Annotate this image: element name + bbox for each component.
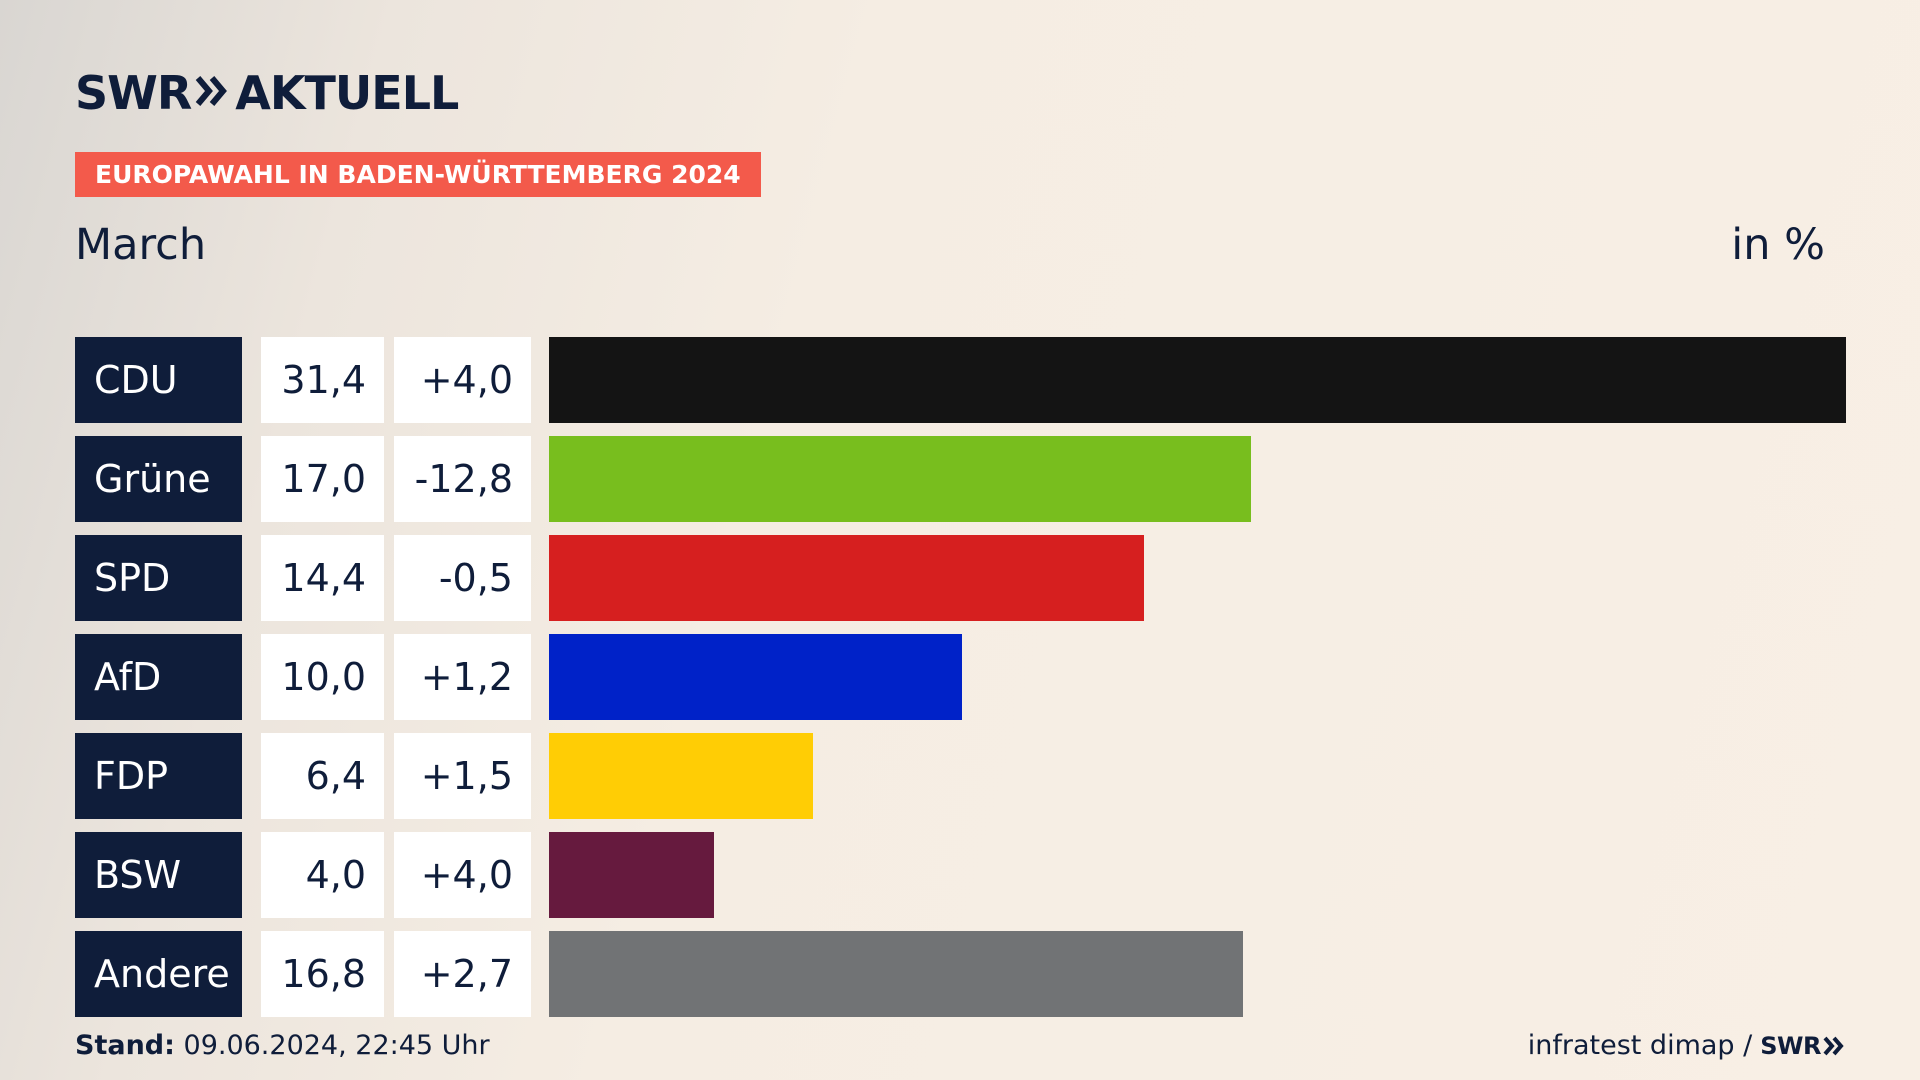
result-bar bbox=[549, 337, 1846, 423]
vote-change: +4,0 bbox=[394, 337, 531, 423]
result-row: SPD 14,4 -0,5 bbox=[75, 535, 1845, 621]
vote-share: 4,0 bbox=[261, 832, 384, 918]
party-label: BSW bbox=[75, 832, 242, 918]
timestamp: Stand: 09.06.2024, 22:45 Uhr bbox=[75, 1030, 490, 1061]
vote-change: -0,5 bbox=[394, 535, 531, 621]
logo-swr-text: SWR bbox=[75, 66, 192, 120]
result-row: Andere 16,8 +2,7 bbox=[75, 931, 1845, 1017]
footer-swr-logo: SWR bbox=[1760, 1031, 1821, 1060]
party-label: FDP bbox=[75, 733, 242, 819]
result-row: AfD 10,0 +1,2 bbox=[75, 634, 1845, 720]
result-row: CDU 31,4 +4,0 bbox=[75, 337, 1846, 423]
result-bar bbox=[549, 535, 1144, 621]
party-label: SPD bbox=[75, 535, 242, 621]
vote-share: 17,0 bbox=[261, 436, 384, 522]
stand-label: Stand: bbox=[75, 1030, 175, 1061]
double-chevron-icon bbox=[1823, 1035, 1845, 1057]
source-text: infratest dimap / bbox=[1527, 1030, 1753, 1061]
double-chevron-icon bbox=[195, 74, 229, 112]
vote-change: +1,5 bbox=[394, 733, 531, 819]
vote-share: 10,0 bbox=[261, 634, 384, 720]
region-title: March bbox=[75, 220, 207, 270]
election-badge: EUROPAWAHL IN BADEN-WÜRTTEMBERG 2024 bbox=[75, 152, 761, 197]
party-label: AfD bbox=[75, 634, 242, 720]
source-credit: infratest dimap / SWR bbox=[1528, 1030, 1845, 1061]
vote-share: 14,4 bbox=[261, 535, 384, 621]
result-bar bbox=[549, 832, 714, 918]
vote-change: +1,2 bbox=[394, 634, 531, 720]
party-label: Grüne bbox=[75, 436, 242, 522]
party-label: CDU bbox=[75, 337, 242, 423]
result-row: Grüne 17,0 -12,8 bbox=[75, 436, 1845, 522]
vote-change: +4,0 bbox=[394, 832, 531, 918]
result-bar bbox=[549, 436, 1251, 522]
result-bar bbox=[549, 634, 962, 720]
vote-share: 6,4 bbox=[261, 733, 384, 819]
result-bar bbox=[549, 931, 1243, 1017]
party-label: Andere bbox=[75, 931, 242, 1017]
vote-change: +2,7 bbox=[394, 931, 531, 1017]
vote-change: -12,8 bbox=[394, 436, 531, 522]
vote-share: 16,8 bbox=[261, 931, 384, 1017]
unit-label: in % bbox=[1731, 220, 1825, 270]
logo-aktuell-text: AKTUELL bbox=[235, 66, 459, 120]
vote-share: 31,4 bbox=[261, 337, 384, 423]
result-row: BSW 4,0 +4,0 bbox=[75, 832, 1845, 918]
stand-value: 09.06.2024, 22:45 Uhr bbox=[183, 1030, 490, 1061]
swr-aktuell-logo: SWR AKTUELL bbox=[75, 66, 459, 120]
result-bar bbox=[549, 733, 813, 819]
result-row: FDP 6,4 +1,5 bbox=[75, 733, 1845, 819]
